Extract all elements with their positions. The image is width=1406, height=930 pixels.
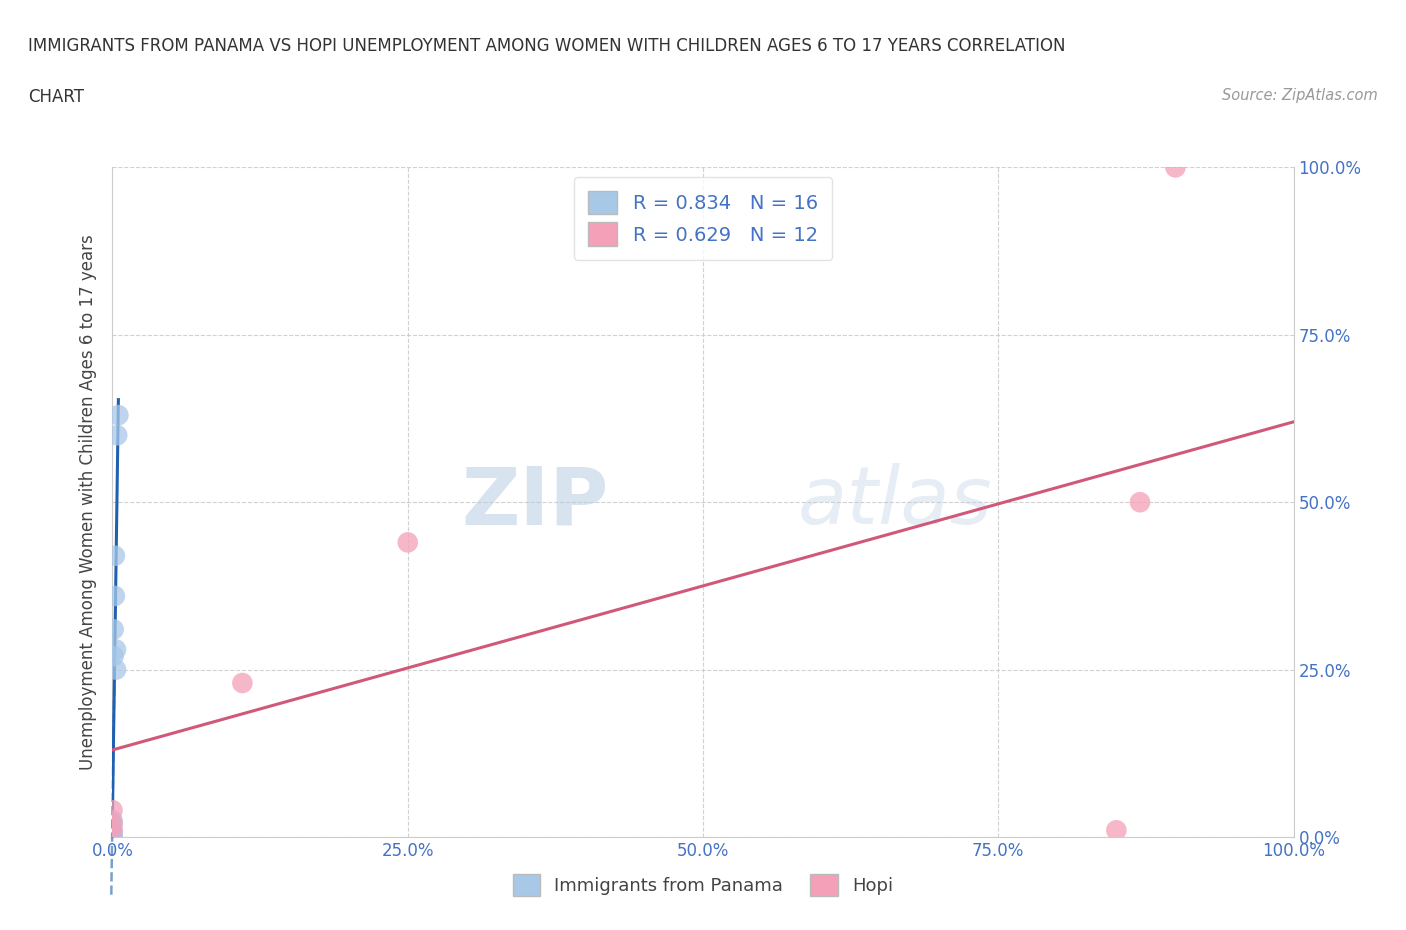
- Text: IMMIGRANTS FROM PANAMA VS HOPI UNEMPLOYMENT AMONG WOMEN WITH CHILDREN AGES 6 TO : IMMIGRANTS FROM PANAMA VS HOPI UNEMPLOYM…: [28, 37, 1066, 55]
- Point: [103, 649, 125, 664]
- Point: [105, 662, 128, 677]
- Point: [103, 622, 125, 637]
- Point: [396, 535, 419, 550]
- Legend: Immigrants from Panama, Hopi: Immigrants from Panama, Hopi: [501, 861, 905, 909]
- Point: [101, 830, 124, 844]
- Point: [105, 428, 128, 443]
- Text: Source: ZipAtlas.com: Source: ZipAtlas.com: [1222, 88, 1378, 103]
- Point: [101, 830, 124, 844]
- Point: [101, 826, 124, 841]
- Point: [101, 813, 124, 828]
- Text: CHART: CHART: [28, 88, 84, 106]
- Text: ZIP: ZIP: [461, 463, 609, 541]
- Point: [101, 823, 124, 838]
- Text: atlas: atlas: [797, 463, 993, 541]
- Point: [101, 823, 124, 838]
- Point: [1105, 823, 1128, 838]
- Point: [1129, 495, 1152, 510]
- Y-axis label: Unemployment Among Women with Children Ages 6 to 17 years: Unemployment Among Women with Children A…: [79, 234, 97, 770]
- Point: [104, 549, 127, 564]
- Point: [101, 830, 124, 844]
- Point: [1164, 160, 1187, 175]
- Point: [104, 589, 127, 604]
- Point: [105, 642, 128, 657]
- Point: [101, 817, 124, 831]
- Point: [101, 830, 124, 844]
- Point: [231, 675, 253, 690]
- Point: [107, 407, 129, 422]
- Point: [101, 817, 124, 831]
- Point: [101, 803, 124, 817]
